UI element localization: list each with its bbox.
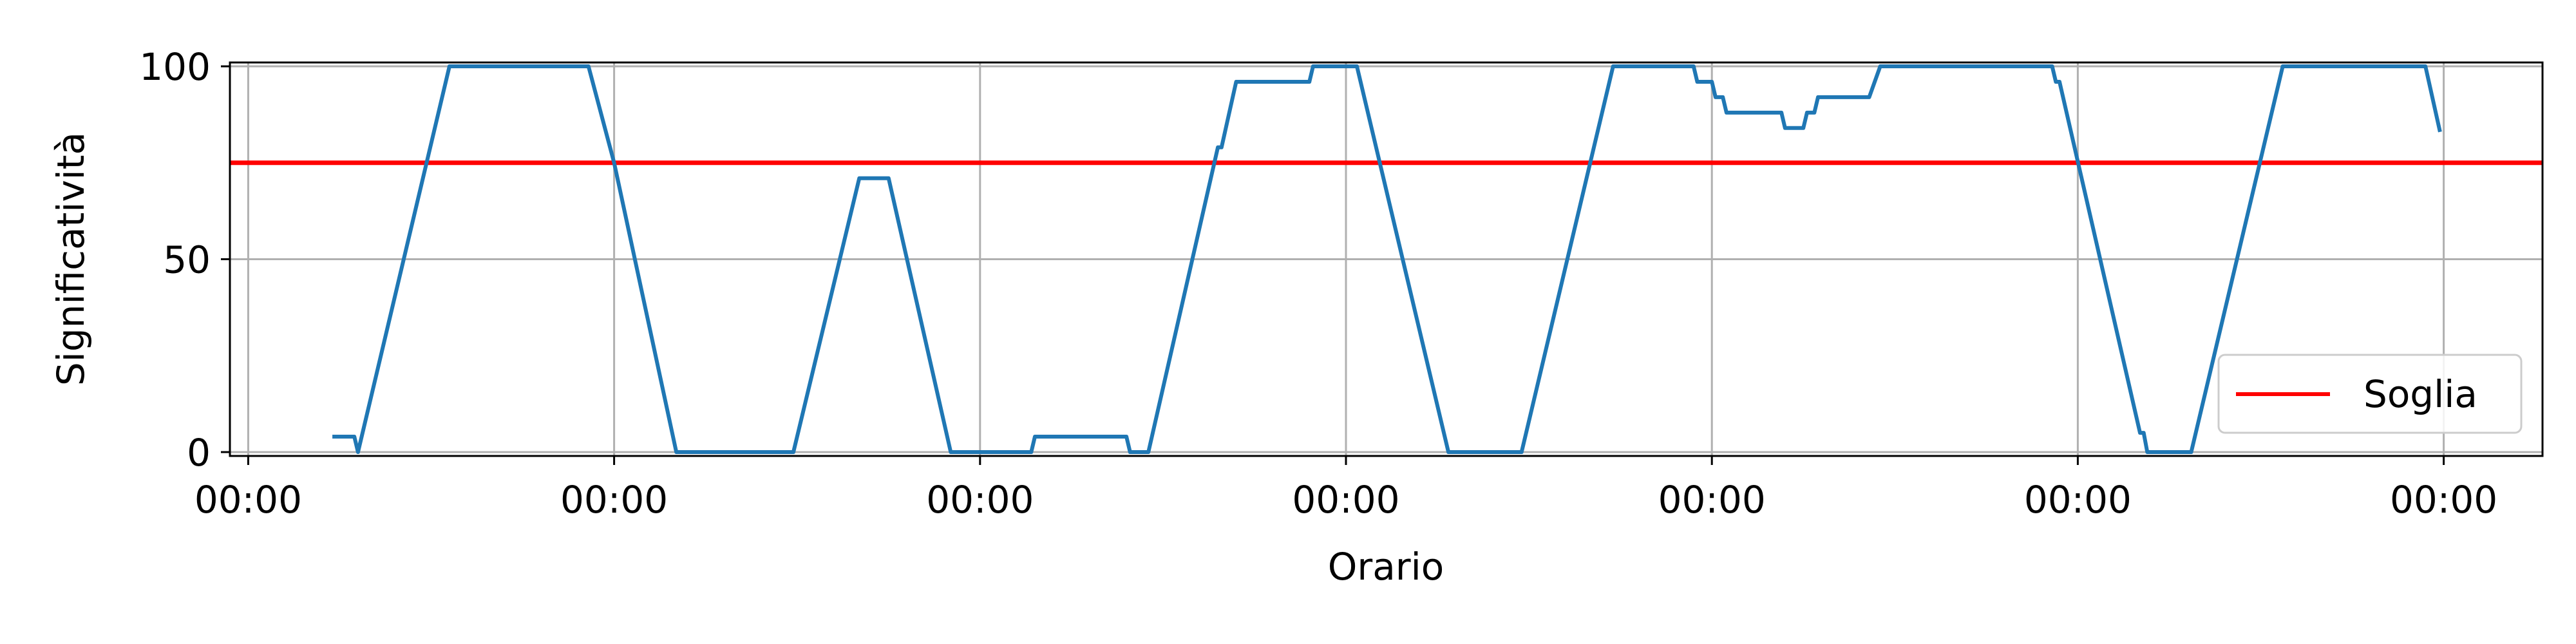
x-tick-label: 00:00	[2390, 478, 2497, 522]
legend: Soglia	[2217, 354, 2523, 434]
x-axis-label: Orario	[1328, 545, 1444, 589]
legend-box	[2217, 354, 2523, 434]
x-tick-label: 00:00	[2024, 478, 2132, 522]
x-tick-label: 00:00	[560, 478, 668, 522]
series-line-significativita	[332, 64, 2442, 454]
y-axis-ticks: 0 50 100	[139, 45, 230, 475]
series-lines	[332, 64, 2442, 454]
x-axis-ticks: 00:00 00:00 00:00 00:00 00:00 00:00 00:00	[194, 456, 2497, 522]
x-tick-label: 00:00	[1658, 478, 1766, 522]
y-tick-label: 50	[163, 238, 211, 282]
x-tick-label: 00:00	[1292, 478, 1399, 522]
x-tick-label: 00:00	[194, 478, 302, 522]
legend-label-soglia: Soglia	[2363, 372, 2477, 416]
y-tick-label: 100	[139, 45, 211, 89]
y-axis-label: Significatività	[49, 132, 93, 386]
y-tick-label: 0	[187, 431, 211, 475]
x-tick-label: 00:00	[926, 478, 1034, 522]
